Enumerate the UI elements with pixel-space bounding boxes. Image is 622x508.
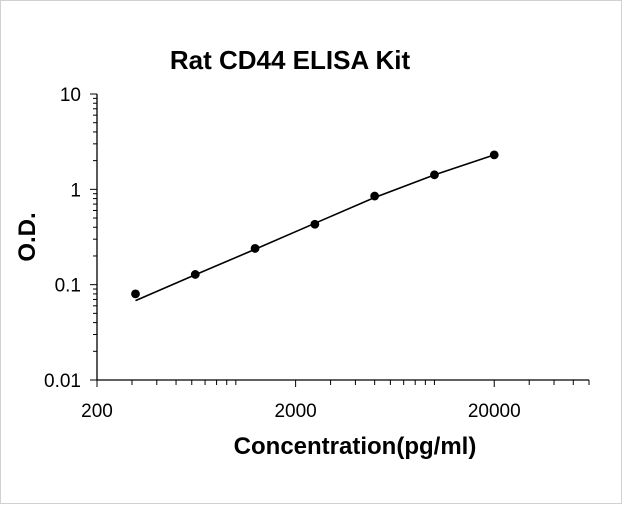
x-tick-label: 20000 [468, 401, 521, 422]
x-tick-label: 200 [81, 401, 113, 422]
y-tick-label: 1 [70, 180, 81, 201]
data-point [131, 289, 140, 299]
data-point [430, 170, 439, 180]
x-tick-label: 2000 [274, 401, 316, 422]
data-points [131, 150, 499, 299]
data-point [310, 219, 320, 229]
x-axis-title: Concentration(pg/ml) [234, 433, 477, 460]
data-point [250, 244, 260, 253]
y-tick-label: 0.1 [55, 276, 81, 297]
axes [96, 94, 589, 381]
data-point [190, 270, 200, 279]
y-tick-label: 10 [60, 85, 81, 106]
data-point [489, 150, 499, 160]
tick-marks [90, 93, 590, 387]
y-tick-label: 0.01 [44, 371, 81, 392]
chart-title: Rat CD44 ELISA Kit [170, 45, 411, 75]
data-point [370, 191, 380, 201]
y-axis-title: O.D. [14, 212, 41, 261]
